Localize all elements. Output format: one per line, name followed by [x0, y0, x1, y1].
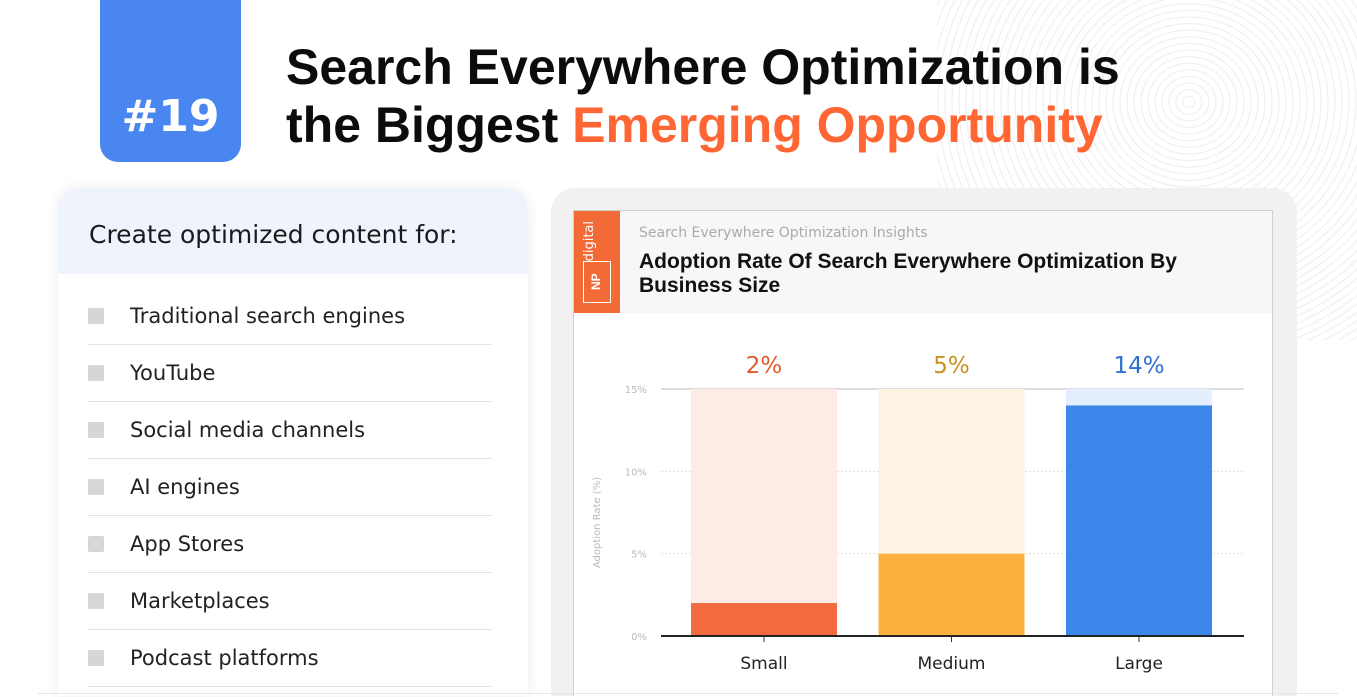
list-item: Social media channels — [88, 402, 492, 459]
list-item: Marketplaces — [88, 573, 492, 630]
x-tick-label: Large — [1115, 654, 1163, 674]
y-tick-label: 0% — [631, 632, 647, 643]
list-item-label: Podcast platforms — [130, 646, 319, 670]
y-axis-label: Adoption Rate (%) — [592, 477, 603, 568]
bar-medium — [878, 553, 1025, 636]
title-highlight: Emerging Opportunity — [572, 97, 1103, 153]
list-item-label: App Stores — [130, 532, 245, 556]
checkbox-icon — [88, 650, 104, 666]
checkbox-icon — [88, 593, 104, 609]
list-item-label: YouTube — [130, 361, 216, 385]
data-label: 2% — [746, 353, 783, 379]
list-item-label: Marketplaces — [130, 589, 270, 613]
x-tick-label: Small — [740, 654, 787, 674]
checkbox-icon — [88, 422, 104, 438]
list-item: App Stores — [88, 516, 492, 573]
list-item: YouTube — [88, 345, 492, 402]
data-label: 14% — [1113, 353, 1164, 379]
checkbox-icon — [88, 536, 104, 552]
x-tick-label: Medium — [918, 654, 986, 674]
page-title: Search Everywhere Optimization is the Bi… — [286, 38, 1286, 154]
chart-title: Adoption Rate Of Search Everywhere Optim… — [639, 250, 1177, 297]
data-label: 5% — [933, 353, 970, 379]
y-tick-label: 5% — [631, 550, 647, 561]
title-line-1: Search Everywhere Optimization is — [286, 39, 1120, 95]
chart-subtitle: Search Everywhere Optimization Insights — [639, 225, 928, 241]
tip-number-badge: #19 — [100, 0, 241, 162]
np-digital-logo: digital NP — [574, 211, 620, 313]
bar-large — [1066, 405, 1212, 636]
bar-small — [691, 603, 837, 636]
list-item: AI engines — [88, 459, 492, 516]
panel-heading: Create optimized content for: — [58, 188, 528, 274]
content-list-panel: Create optimized content for: Traditiona… — [58, 188, 528, 696]
list-item: Podcast platforms — [88, 630, 492, 687]
list-item-label: Traditional search engines — [130, 304, 406, 328]
y-tick-label: 15% — [625, 385, 647, 396]
chart-card: digital NP Search Everywhere Optimizatio… — [573, 210, 1273, 696]
title-line-2: the Biggest — [286, 97, 573, 153]
list-item: Traditional search engines — [88, 288, 492, 345]
checkbox-icon — [88, 479, 104, 495]
checkbox-icon — [88, 308, 104, 324]
chart-header: digital NP Search Everywhere Optimizatio… — [574, 211, 1272, 313]
y-tick-label: 10% — [625, 467, 647, 478]
list-item-label: AI engines — [130, 475, 240, 499]
checkbox-icon — [88, 365, 104, 381]
list-item-label: Social media channels — [130, 418, 366, 442]
bar-chart: 0% 5% 10% 15% Adoption Rate (%) Small 2% Medium… — [592, 353, 1244, 674]
bar-background — [691, 389, 837, 636]
divider — [38, 693, 1338, 694]
